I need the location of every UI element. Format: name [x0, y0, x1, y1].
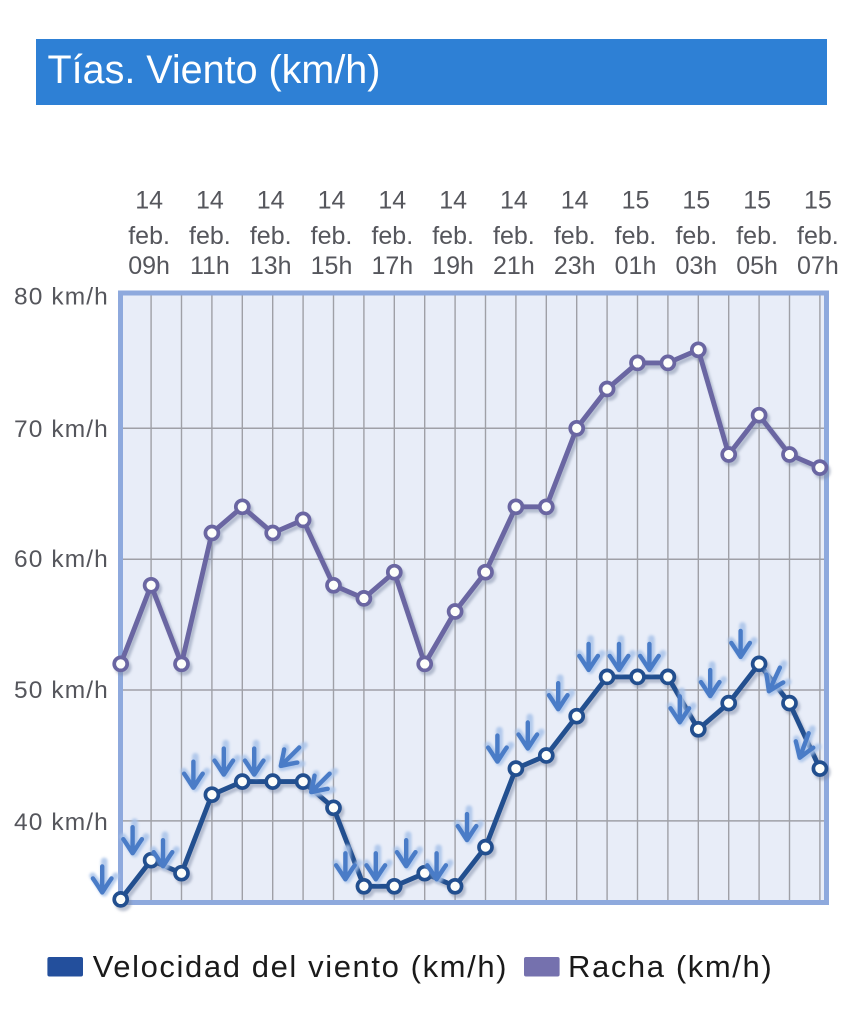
svg-text:feb.: feb.: [128, 222, 170, 250]
svg-text:feb.: feb.: [554, 222, 596, 250]
svg-text:09h: 09h: [128, 252, 170, 280]
svg-text:13h: 13h: [250, 252, 292, 280]
svg-text:feb.: feb.: [675, 222, 717, 250]
svg-text:14: 14: [318, 187, 346, 215]
svg-text:05h: 05h: [736, 252, 778, 280]
svg-text:15: 15: [682, 187, 710, 215]
svg-text:feb.: feb.: [797, 222, 839, 250]
svg-text:14: 14: [378, 187, 406, 215]
svg-text:70 km/h: 70 km/h: [14, 416, 109, 443]
svg-text:14: 14: [135, 187, 163, 215]
svg-text:Racha (km/h): Racha (km/h): [568, 949, 773, 984]
svg-text:23h: 23h: [554, 252, 596, 280]
svg-text:feb.: feb.: [736, 222, 778, 250]
svg-text:Velocidad del viento (km/h): Velocidad del viento (km/h): [93, 949, 508, 984]
svg-text:80 km/h: 80 km/h: [14, 284, 109, 311]
svg-text:14: 14: [500, 187, 528, 215]
svg-text:01h: 01h: [615, 252, 657, 280]
svg-text:14: 14: [439, 187, 467, 215]
svg-text:14: 14: [196, 187, 224, 215]
svg-text:14: 14: [561, 187, 589, 215]
svg-text:17h: 17h: [371, 252, 413, 280]
svg-text:15: 15: [743, 187, 771, 215]
svg-text:60 km/h: 60 km/h: [14, 546, 109, 573]
svg-text:15: 15: [804, 187, 832, 215]
svg-text:feb.: feb.: [493, 222, 535, 250]
svg-text:40 km/h: 40 km/h: [14, 809, 109, 836]
svg-text:19h: 19h: [432, 252, 474, 280]
svg-text:feb.: feb.: [615, 222, 657, 250]
svg-text:21h: 21h: [493, 252, 535, 280]
svg-text:11h: 11h: [190, 252, 230, 280]
svg-text:50 km/h: 50 km/h: [14, 677, 109, 704]
svg-text:14: 14: [257, 187, 285, 215]
svg-text:feb.: feb.: [250, 222, 292, 250]
svg-text:feb.: feb.: [311, 222, 353, 250]
svg-text:feb.: feb.: [189, 222, 231, 250]
svg-text:15h: 15h: [311, 252, 353, 280]
svg-text:feb.: feb.: [432, 222, 474, 250]
svg-text:feb.: feb.: [371, 222, 413, 250]
svg-text:07h: 07h: [797, 252, 839, 280]
svg-text:15: 15: [622, 187, 650, 215]
svg-text:03h: 03h: [675, 252, 717, 280]
